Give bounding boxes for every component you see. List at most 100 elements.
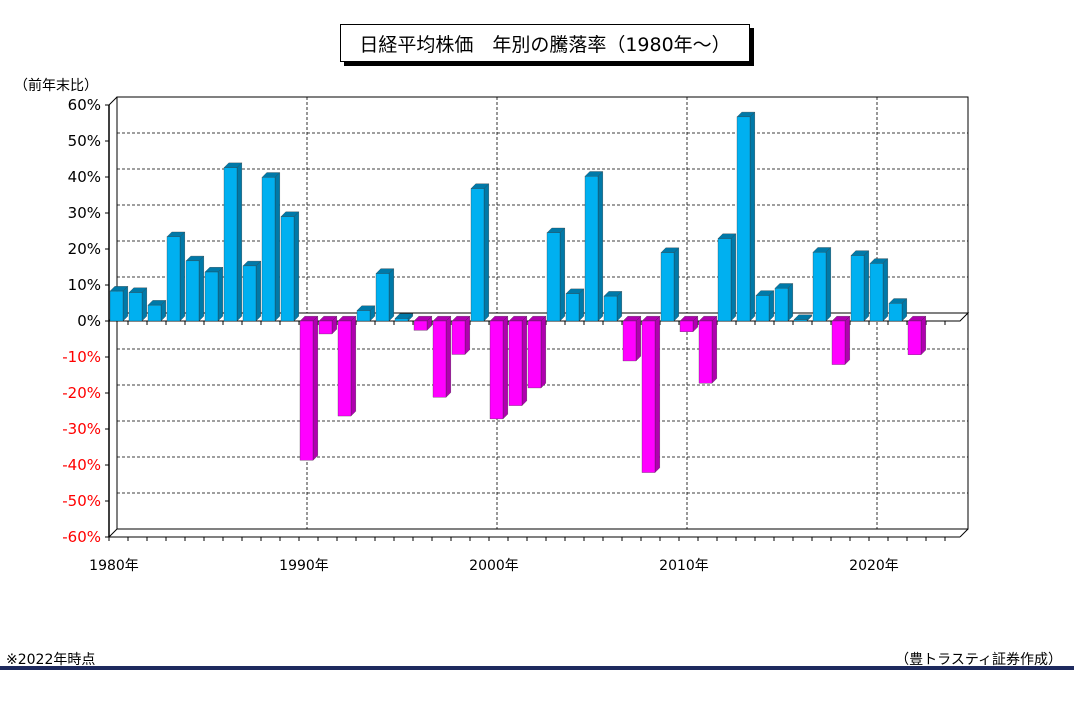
bar-2014年 xyxy=(755,295,770,322)
bar-2013年 xyxy=(736,116,751,322)
bar-2019年 xyxy=(850,255,865,322)
bar-side-1985年 xyxy=(217,266,223,322)
bar-side-2000年 xyxy=(502,315,508,420)
bar-side-1981年 xyxy=(141,287,147,322)
bar-1998年 xyxy=(451,320,466,355)
bar-side-1994年 xyxy=(388,268,394,322)
bottom-rule xyxy=(0,666,1074,670)
bar-2000年 xyxy=(489,320,504,420)
bar-1990年 xyxy=(299,320,314,461)
bar-side-2019年 xyxy=(863,250,869,322)
bar-2012年 xyxy=(717,238,732,322)
bar-side-1980年 xyxy=(122,285,128,322)
x-tick-label: 1990年 xyxy=(279,558,329,574)
bar-1994年 xyxy=(375,273,390,322)
y-tick-label: -40% xyxy=(62,456,101,474)
bar-side-2022年 xyxy=(920,315,926,356)
bar-2020年 xyxy=(869,263,884,322)
bar-side-2018年 xyxy=(844,315,850,365)
bar-side-2011年 xyxy=(711,315,717,384)
bar-1995年 xyxy=(394,318,409,322)
credit: （豊トラスティ証券作成） xyxy=(895,652,1062,668)
y-tick-label: -50% xyxy=(62,492,101,510)
bar-2002年 xyxy=(527,320,542,389)
bar-2005年 xyxy=(584,176,599,322)
bar-1999年 xyxy=(470,188,485,322)
bar-1984年 xyxy=(185,260,200,322)
bar-2001年 xyxy=(508,320,523,406)
bar-1987年 xyxy=(242,265,257,322)
bar-side-2009年 xyxy=(673,247,679,322)
bar-side-1998年 xyxy=(464,315,470,355)
chart-title: 日経平均株価 年別の騰落率（1980年～） xyxy=(340,24,750,62)
bar-1983年 xyxy=(166,236,181,322)
y-tick-label: -20% xyxy=(62,384,101,402)
plot-depth-line-top xyxy=(108,96,118,106)
bar-side-2015年 xyxy=(787,283,793,322)
bar-2008年 xyxy=(641,320,656,473)
y-tick-label: -10% xyxy=(62,348,101,366)
x-axis-bottom-depth xyxy=(959,528,969,538)
y-tick-label: 10% xyxy=(68,276,101,294)
x-tick-label: 2010年 xyxy=(659,558,709,574)
bar-2015年 xyxy=(774,288,789,322)
bar-2016年 xyxy=(793,319,808,322)
bar-side-1997年 xyxy=(445,315,451,398)
y-tick-label: 30% xyxy=(68,204,101,222)
bar-2017年 xyxy=(812,252,827,322)
y-tick-label: 40% xyxy=(68,168,101,186)
bar-side-2020年 xyxy=(882,258,888,322)
bar-side-1984年 xyxy=(198,255,204,322)
bar-side-2013年 xyxy=(749,111,755,322)
bar-1989年 xyxy=(280,216,295,322)
bar-2021年 xyxy=(888,303,903,322)
y-tick-label: 20% xyxy=(68,240,101,258)
bar-2004年 xyxy=(565,293,580,322)
bar-2010年 xyxy=(679,320,694,332)
bar-1980年 xyxy=(109,290,124,322)
bar-side-2014年 xyxy=(768,290,774,322)
bar-side-1987年 xyxy=(255,260,261,322)
bar-1986年 xyxy=(223,167,238,322)
bar-2006年 xyxy=(603,296,618,322)
bar-side-1992年 xyxy=(350,315,356,417)
bar-side-2002年 xyxy=(540,315,546,389)
y-tick-label: 50% xyxy=(68,132,101,150)
bar-2018年 xyxy=(831,320,846,365)
bar-side-1999年 xyxy=(483,183,489,322)
bar-side-1988年 xyxy=(274,172,280,322)
bar-side-2012年 xyxy=(730,233,736,322)
y-tick-label: -30% xyxy=(62,420,101,438)
bar-side-1986年 xyxy=(236,162,242,322)
y-tick-label: 60% xyxy=(68,96,101,114)
bar-1993年 xyxy=(356,310,371,322)
bar-1992年 xyxy=(337,320,352,417)
x-tick-label: 1980年 xyxy=(89,558,139,574)
bar-side-1989年 xyxy=(293,211,299,322)
x-tick-label: 2020年 xyxy=(849,558,899,574)
bar-side-2008年 xyxy=(654,315,660,473)
bar-side-2003年 xyxy=(559,227,565,322)
bar-1982年 xyxy=(147,305,162,322)
x-tick-label: 2000年 xyxy=(469,558,519,574)
bar-side-2006年 xyxy=(616,290,622,322)
unit-label: （前年末比） xyxy=(14,78,98,94)
bar-side-2007年 xyxy=(635,315,641,362)
bar-1981年 xyxy=(128,292,143,322)
bar-2003年 xyxy=(546,232,561,322)
bar-1996年 xyxy=(413,320,428,331)
y-tick-label: -60% xyxy=(62,528,101,546)
bar-side-1990年 xyxy=(312,315,318,461)
bar-2007年 xyxy=(622,320,637,362)
bar-2009年 xyxy=(660,252,675,322)
bar-1988年 xyxy=(261,177,276,322)
bar-2011年 xyxy=(698,320,713,384)
bar-1991年 xyxy=(318,320,333,335)
bar-side-2017年 xyxy=(825,247,831,322)
bar-side-2001年 xyxy=(521,315,527,406)
bar-2022年 xyxy=(907,320,922,355)
bar-side-1983年 xyxy=(179,231,185,322)
bar-1985年 xyxy=(204,271,219,322)
bar-1997年 xyxy=(432,320,447,398)
